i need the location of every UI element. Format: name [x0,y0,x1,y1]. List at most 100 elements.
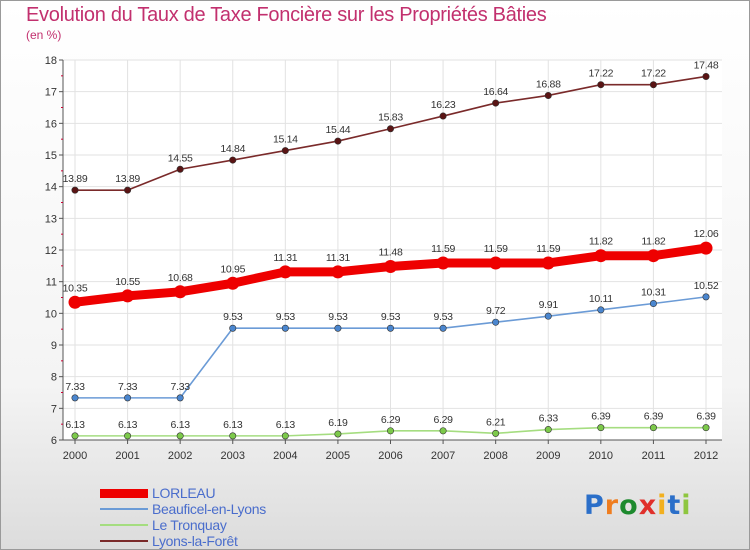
data-label-le-tronquay: 6.13 [65,419,85,431]
data-label-lorleau: 10.35 [63,282,88,294]
data-label-lorleau: 10.55 [115,276,140,288]
legend-label: Beauficel-en-Lyons [152,501,266,517]
x-tick-label: 2004 [273,450,297,462]
x-tick-label: 2008 [483,450,507,462]
x-tick-label: 2003 [221,450,245,462]
data-label-lorleau: 11.31 [326,252,350,264]
data-label-lyons-la-for-t: 14.84 [220,143,245,155]
data-label-lyons-la-for-t: 13.89 [115,173,140,185]
data-point-lorleau [594,249,608,263]
data-label-lyons-la-for-t: 16.64 [483,86,508,98]
chart-title: Evolution du Taux de Taxe Foncière sur l… [26,4,547,26]
data-label-le-tronquay: 6.13 [118,419,138,431]
data-point-beauficel-en-lyons [229,324,237,332]
data-label-beauficel-en-lyons: 10.52 [694,280,719,292]
data-point-lorleau [331,265,345,279]
data-label-lorleau: 11.59 [484,243,508,255]
data-label-le-tronquay: 6.29 [381,414,401,426]
logo-letter: o [619,490,639,521]
data-point-le-tronquay [597,424,605,432]
data-point-lyons-la-for-t [439,112,447,120]
data-point-lorleau [173,285,187,299]
data-point-beauficel-en-lyons [597,306,605,314]
logo-letter: P [584,490,605,521]
x-tick-label: 2006 [378,450,402,462]
data-point-lorleau [278,265,292,279]
data-label-lorleau: 10.68 [168,272,193,284]
data-label-lorleau: 11.48 [379,246,403,258]
data-label-beauficel-en-lyons: 9.91 [539,299,559,311]
legend-swatch [100,488,148,498]
data-label-le-tronquay: 6.13 [223,419,243,431]
data-point-lorleau [68,295,82,309]
data-point-le-tronquay [71,432,79,440]
x-tick-label: 2009 [536,450,560,462]
data-label-lorleau: 10.95 [220,263,245,275]
data-label-lorleau: 11.82 [641,236,665,248]
data-point-le-tronquay [281,432,289,440]
y-tick-label: 9 [51,340,57,352]
data-point-lyons-la-for-t [334,137,342,145]
data-point-lyons-la-for-t [229,156,237,164]
y-tick-label: 17 [45,87,57,99]
data-point-beauficel-en-lyons [439,324,447,332]
legend-swatch [100,540,148,542]
x-tick-label: 2010 [589,450,613,462]
data-point-lyons-la-for-t [544,91,552,99]
data-label-beauficel-en-lyons: 9.53 [276,311,296,323]
data-point-le-tronquay [702,424,710,432]
y-tick-label: 15 [45,150,57,162]
data-point-lorleau [646,249,660,263]
data-point-lyons-la-for-t [597,81,605,89]
data-label-beauficel-en-lyons: 9.53 [328,311,348,323]
data-point-le-tronquay [176,432,184,440]
data-label-le-tronquay: 6.13 [276,419,296,431]
y-tick-label: 12 [45,245,57,257]
data-label-le-tronquay: 6.39 [644,411,664,423]
data-label-beauficel-en-lyons: 10.11 [589,293,613,305]
data-label-beauficel-en-lyons: 9.53 [433,311,453,323]
x-tick-label: 2005 [326,450,350,462]
data-point-beauficel-en-lyons [334,324,342,332]
data-label-lyons-la-for-t: 17.22 [588,68,613,80]
data-label-lorleau: 11.59 [536,243,560,255]
data-point-lorleau [489,256,503,270]
data-point-beauficel-en-lyons [492,318,500,326]
data-point-lorleau [436,256,450,270]
chart-legend: LORLEAU Beauficel-en-Lyons Le Tronquay Lyon… [100,485,266,549]
data-point-le-tronquay [334,430,342,438]
data-label-le-tronquay: 6.19 [328,417,348,429]
legend-swatch [100,508,148,510]
data-label-beauficel-en-lyons: 9.53 [381,311,401,323]
y-tick-label: 13 [45,213,57,225]
legend-swatch [100,524,148,526]
data-label-beauficel-en-lyons: 7.33 [171,381,191,393]
data-point-beauficel-en-lyons [649,300,657,308]
data-point-lorleau [699,241,713,255]
legend-label: LORLEAU [152,485,216,501]
legend-item: Le Tronquay [100,517,266,533]
y-tick-label: 18 [45,55,57,67]
data-label-lorleau: 11.82 [589,236,613,248]
data-label-le-tronquay: 6.39 [591,411,611,423]
x-tick-label: 2000 [63,450,87,462]
y-tick-label: 11 [46,277,57,289]
data-label-lorleau: 12.06 [694,228,719,240]
legend-item: Lyons-la-Forêt [100,533,266,549]
logo-letter: i [681,490,692,521]
data-label-le-tronquay: 6.13 [171,419,191,431]
data-point-le-tronquay [544,426,552,434]
data-point-lyons-la-for-t [649,81,657,89]
y-tick-label: 8 [51,372,57,384]
legend-label: Le Tronquay [152,517,227,533]
data-label-lyons-la-for-t: 16.23 [431,99,456,111]
data-point-le-tronquay [124,432,132,440]
data-point-lyons-la-for-t [386,125,394,133]
data-point-lyons-la-for-t [124,186,132,194]
x-tick-label: 2002 [168,450,192,462]
data-point-lyons-la-for-t [492,99,500,107]
data-point-beauficel-en-lyons [702,293,710,301]
y-tick-label: 14 [45,182,57,194]
data-label-lorleau: 11.31 [273,252,297,264]
data-label-lyons-la-for-t: 15.83 [378,112,403,124]
